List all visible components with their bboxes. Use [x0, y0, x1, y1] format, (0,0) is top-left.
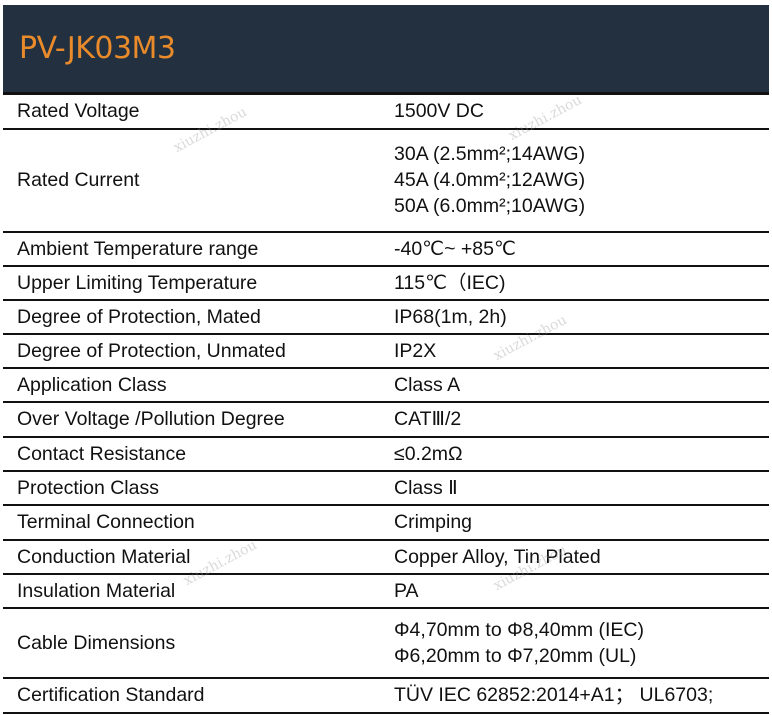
- spec-value: IP68(1m, 2h): [389, 298, 769, 334]
- spec-row: Certification Standard TÜV IEC 62852:2014…: [3, 676, 769, 714]
- spec-value: ≤0.2mΩ: [389, 435, 769, 471]
- spec-label: Insulation Material: [3, 572, 389, 608]
- spec-label: Rated Current: [3, 127, 389, 232]
- spec-value-line: PA: [394, 579, 419, 602]
- spec-row: Upper Limiting Temperature 115℃（IEC): [3, 264, 769, 300]
- spec-value: Copper Alloy, Tin Plated: [389, 538, 769, 574]
- spec-value-line: Φ4,70mm to Φ8,40mm (IEC): [394, 618, 645, 641]
- spec-value-line: 45A (4.0mm²;12AWG): [394, 169, 586, 191]
- spec-label: Contact Resistance: [3, 435, 389, 471]
- spec-row: Cable Dimensions Φ4,70mm to Φ8,40mm (IEC)…: [3, 606, 769, 678]
- spec-value-line: TÜV IEC 62852:2014+A1； UL6703;: [394, 684, 714, 706]
- spec-table: Rated Voltage 1500V DC Rated Current 30A (2…: [3, 92, 769, 714]
- spec-row: Over Voltage /Pollution Degree CATⅢ/2: [3, 400, 769, 437]
- spec-row: Insulation Material PA: [3, 572, 769, 608]
- spec-value: TÜV IEC 62852:2014+A1； UL6703;: [389, 676, 769, 714]
- spec-value-line: 30A (2.5mm²;14AWG): [394, 143, 586, 165]
- spec-label: Terminal Connection: [3, 503, 389, 540]
- spec-value-line: IP2X: [394, 339, 437, 362]
- spec-label: Degree of Protection, Mated: [3, 298, 389, 334]
- spec-value: Class A: [389, 366, 769, 402]
- spec-value: 115℃（IEC): [389, 264, 769, 300]
- spec-value-line: Copper Alloy, Tin Plated: [394, 545, 601, 568]
- spec-value: 1500V DC: [389, 92, 769, 129]
- spec-label: Cable Dimensions: [3, 606, 389, 678]
- spec-row: Terminal Connection Crimping: [3, 503, 769, 540]
- spec-row: Conduction Material Copper Alloy, Tin Pla…: [3, 538, 769, 574]
- product-title: PV-JK03M3: [19, 31, 176, 66]
- spec-row: Rated Voltage 1500V DC: [3, 92, 769, 129]
- spec-value: IP2X: [389, 332, 769, 368]
- spec-value: CATⅢ/2: [389, 400, 769, 437]
- spec-value-line: Crimping: [394, 511, 473, 533]
- spec-value-line: CATⅢ/2: [394, 408, 462, 430]
- spec-row: Protection Class Class Ⅱ: [3, 469, 769, 505]
- spec-value: 30A (2.5mm²;14AWG) 45A (4.0mm²;12AWG) 50A …: [389, 127, 769, 232]
- spec-label: Rated Voltage: [3, 92, 389, 129]
- spec-value-line: IP68(1m, 2h): [394, 305, 507, 328]
- spec-label: Protection Class: [3, 469, 389, 505]
- spec-label: Degree of Protection, Unmated: [3, 332, 389, 368]
- spec-value: -40℃~ +85℃: [389, 230, 769, 266]
- spec-value-line: 50A (6.0mm²;10AWG): [394, 195, 586, 217]
- spec-row: Contact Resistance ≤0.2mΩ: [3, 435, 769, 471]
- spec-row: Degree of Protection, Mated IP68(1m, 2h): [3, 298, 769, 334]
- spec-label: Application Class: [3, 366, 389, 402]
- spec-value-line: Class Ⅱ: [394, 476, 458, 499]
- spec-label: Ambient Temperature range: [3, 230, 389, 266]
- spec-row: Rated Current 30A (2.5mm²;14AWG) 45A (4.0m…: [3, 127, 769, 232]
- spec-row: Application Class Class A: [3, 366, 769, 402]
- spec-value-line: 115℃（IEC): [394, 271, 506, 294]
- header-bar: PV-JK03M3: [3, 5, 769, 92]
- spec-value-line: Φ6,20mm to Φ7,20mm (UL): [394, 644, 637, 667]
- spec-label: Over Voltage /Pollution Degree: [3, 400, 389, 437]
- spec-value-line: ≤0.2mΩ: [394, 442, 463, 465]
- spec-value-line: 1500V DC: [394, 100, 484, 123]
- spec-value-line: Class A: [394, 373, 461, 396]
- spec-label: Certification Standard: [3, 676, 389, 714]
- spec-label: Conduction Material: [3, 538, 389, 574]
- spec-row: Ambient Temperature range -40℃~ +85℃: [3, 230, 769, 266]
- spec-label: Upper Limiting Temperature: [3, 264, 389, 300]
- spec-value: Crimping: [389, 503, 769, 540]
- spec-value: PA: [389, 572, 769, 608]
- spec-value: Φ4,70mm to Φ8,40mm (IEC) Φ6,20mm to Φ7,20…: [389, 606, 769, 678]
- spec-row: Degree of Protection, Unmated IP2X: [3, 332, 769, 368]
- spec-value: Class Ⅱ: [389, 469, 769, 505]
- spec-value-line: -40℃~ +85℃: [394, 237, 516, 260]
